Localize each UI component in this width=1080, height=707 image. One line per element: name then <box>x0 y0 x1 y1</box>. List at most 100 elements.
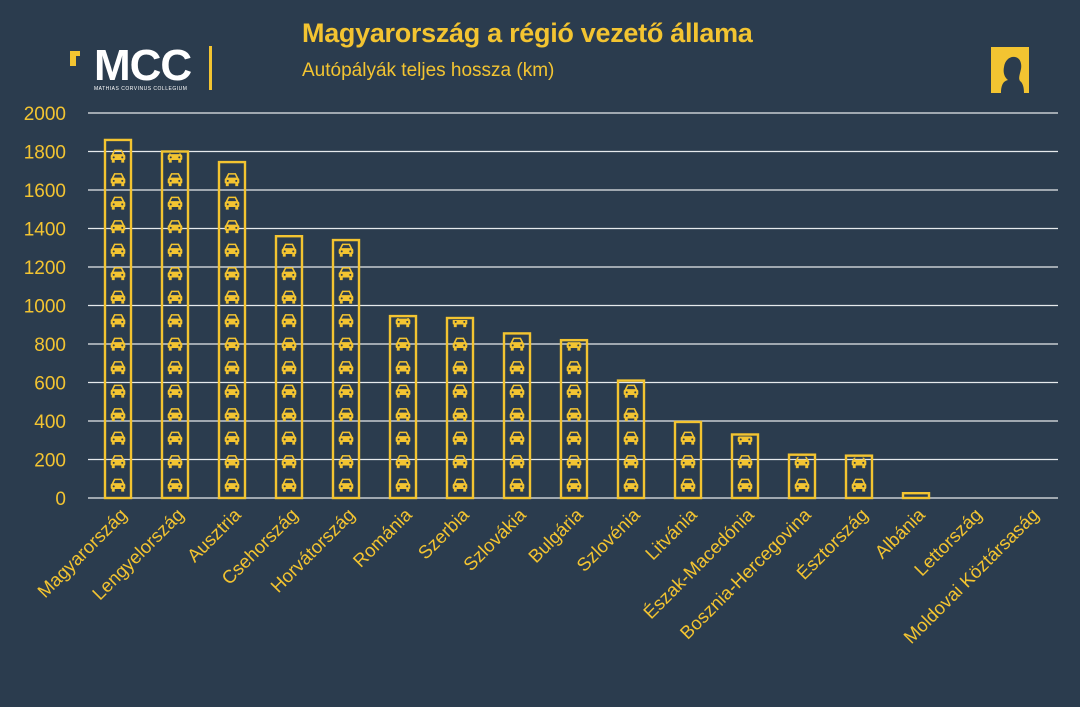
car-icon <box>451 455 469 469</box>
bar <box>388 314 418 500</box>
car-icon <box>111 127 126 139</box>
car-icon <box>337 361 355 375</box>
car-icon <box>166 408 184 422</box>
car-icon <box>451 361 469 375</box>
car-icon <box>223 408 241 422</box>
car-icon <box>394 431 412 446</box>
car-icon <box>109 173 127 187</box>
car-icon <box>508 455 526 469</box>
car-icon <box>508 337 526 352</box>
bar <box>331 238 361 500</box>
logo-divider <box>209 46 212 90</box>
car-icon <box>280 290 298 305</box>
y-tick-label: 2000 <box>24 104 66 125</box>
bar <box>901 491 931 500</box>
car-icon <box>451 320 469 328</box>
car-icon <box>565 455 583 469</box>
car-icon <box>394 361 412 375</box>
bar <box>616 379 646 500</box>
car-icon <box>109 455 127 469</box>
car-icon <box>394 337 412 352</box>
car-icon <box>565 478 583 493</box>
y-tick-label: 400 <box>34 412 66 433</box>
car-icon <box>622 455 640 469</box>
car-icon <box>223 290 241 305</box>
car-icon <box>109 478 127 493</box>
car-icon <box>508 408 526 422</box>
car-icon <box>337 431 355 446</box>
car-icon <box>109 408 127 422</box>
bar <box>844 454 874 500</box>
car-icon <box>223 361 241 375</box>
car-icon <box>394 408 412 422</box>
car-icon <box>337 267 355 281</box>
car-icon <box>280 431 298 446</box>
car-icon <box>166 431 184 446</box>
car-icon <box>681 409 696 421</box>
car-icon <box>166 196 184 211</box>
car-icon <box>508 361 526 375</box>
car-icon <box>280 384 298 399</box>
car-icon <box>337 384 355 399</box>
y-tick-label: 0 <box>55 489 66 510</box>
car-icon <box>280 455 298 469</box>
bar <box>730 433 760 500</box>
car-icon <box>166 267 184 281</box>
portrait-icon <box>991 47 1029 93</box>
car-icon <box>280 478 298 493</box>
car-icon <box>223 455 241 469</box>
x-tick-label: Szlovákia <box>459 503 530 574</box>
bar <box>673 409 703 500</box>
car-icon <box>223 431 241 446</box>
car-icon <box>280 314 298 328</box>
car-icon <box>280 267 298 281</box>
y-tick-label: 1800 <box>24 143 66 164</box>
car-icon <box>225 150 240 162</box>
car-icon <box>109 337 127 352</box>
car-icon <box>280 361 298 375</box>
car-icon <box>451 478 469 493</box>
car-icon <box>622 431 640 446</box>
car-icon <box>109 431 127 446</box>
car-icon <box>565 384 583 399</box>
car-icon <box>109 361 127 375</box>
bar <box>787 453 817 500</box>
car-icon <box>508 431 526 446</box>
car-icon <box>109 384 127 399</box>
car-icon <box>622 384 640 399</box>
logo-subtext: MATHIAS CORVINUS COLLEGIUM <box>94 86 188 92</box>
car-icon <box>280 243 298 258</box>
car-icon <box>223 478 241 493</box>
car-icon <box>394 455 412 469</box>
mcc-logo: MCC MATHIAS CORVINUS COLLEGIUM <box>68 42 218 97</box>
car-icon <box>280 337 298 352</box>
car-icon <box>850 478 868 493</box>
car-icon <box>109 149 127 164</box>
x-tick-label: Románia <box>349 503 417 571</box>
chart-subtitle: Autópályák teljes hossza (km) <box>302 60 555 81</box>
bar <box>445 316 475 500</box>
car-icon <box>451 431 469 446</box>
bar <box>160 150 190 500</box>
car-icon <box>280 408 298 422</box>
car-icon <box>679 455 697 469</box>
car-icon <box>223 173 241 187</box>
x-tick-label: Szlovénia <box>572 503 644 575</box>
car-icon <box>622 408 640 422</box>
mcc-mark-icon <box>70 51 80 66</box>
car-icon <box>109 267 127 281</box>
car-icon <box>109 243 127 258</box>
car-icon <box>166 361 184 375</box>
y-tick-label: 1200 <box>24 258 66 279</box>
car-icon <box>109 314 127 328</box>
car-icon <box>793 478 811 493</box>
car-icon <box>394 384 412 399</box>
car-icon <box>850 457 868 469</box>
car-icon <box>223 196 241 211</box>
car-icon <box>565 431 583 446</box>
car-icon <box>223 243 241 258</box>
bar <box>502 332 532 500</box>
y-tick-label: 1400 <box>24 220 66 241</box>
